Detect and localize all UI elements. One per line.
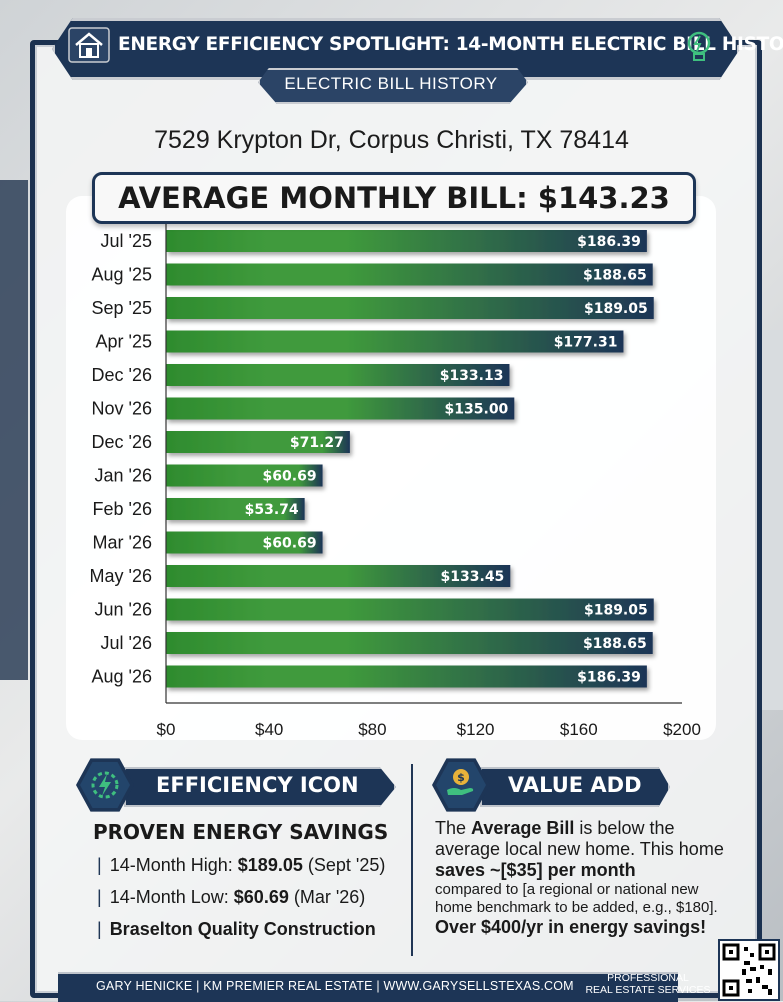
value-add-savings: Over $400/yr in energy savings! [435,917,707,937]
high-line: | 14-Month High: $189.05 (Sept '25) [97,855,386,875]
efficiency-badge-label: EFFICIENCY ICON [156,773,359,797]
value-label-8: $53.74 [245,502,299,518]
money-hand-icon: $ [447,769,474,795]
footer-contact: GARY HENICKE | KM PREMIER REAL ESTATE | … [96,979,574,993]
category-label-10: May '26 [90,566,152,586]
footer-tagline: PROFESSIONAL REAL ESTATE SERVICES [582,972,714,996]
bar-7 [166,464,323,487]
value-label-11: $189.05 [584,603,648,619]
bar-3 [166,330,624,353]
construction-text: Braselton Quality Construction [109,919,376,939]
value-label-10: $133.45 [441,569,505,585]
high-label: 14-Month High: [109,855,233,875]
footer-tagline-1: PROFESSIONAL [607,972,689,984]
category-label-13: Aug '26 [92,667,153,687]
bar-9 [166,531,323,554]
category-label-12: Jul '26 [101,633,152,653]
category-label-0: Jul '25 [101,231,152,251]
value-text-2: is below the average local new home. Thi… [435,818,724,859]
subtitle-ribbon [258,68,528,104]
bar-13 [166,665,647,688]
efficiency-badge [124,767,396,807]
x-tick-label-1: $40 [255,720,283,739]
category-label-8: Feb '26 [93,499,152,519]
bar-1 [166,263,653,286]
category-label-2: Sep '25 [92,298,153,318]
footer-bar [58,972,678,1002]
category-label-5: Nov '26 [92,399,152,419]
value-text-1: The [435,818,472,838]
value-label-6: $71.27 [290,435,344,451]
category-label-1: Aug '25 [92,265,153,285]
value-text-bold-1: Average Bill [471,818,575,838]
value-text-bold-3: per month [542,860,636,880]
background-cabinet [0,180,28,680]
value-label-3: $177.31 [554,335,618,351]
value-add-body: The Average Bill is below the average lo… [435,818,735,938]
bar-6 [166,431,350,453]
lightning-gear-icon [91,771,119,799]
category-label-7: Jan '26 [95,466,152,486]
category-label-9: Mar '26 [93,533,152,553]
bar-0 [166,230,647,252]
high-note: (Sept '25) [307,855,386,875]
value-label-1: $188.65 [583,268,647,284]
category-label-4: Dec '26 [92,365,152,385]
bar-10 [166,565,511,587]
low-line: | 14-Month Low: $60.69 (Mar '26) [97,887,366,907]
category-label-3: Apr '25 [96,332,152,352]
value-add-badge [480,767,670,807]
x-tick-label-4: $160 [560,720,598,739]
chart-panel: Jul '25 $186.39 Aug '25 $188.65 Sep '25 $189.… [66,196,716,740]
value-add-note: compared to [a regional or national new … [435,881,718,916]
value-label-12: $188.65 [583,636,647,652]
house-icon [68,27,110,63]
x-tick-label-3: $120 [457,720,495,739]
lightbulb-icon [687,31,711,61]
low-note: (Mar '26) [293,887,366,907]
footer-tagline-2: REAL ESTATE SERVICES [585,984,711,996]
category-label-11: Jun '26 [95,600,152,620]
category-label-6: Dec '26 [92,432,152,452]
low-label: 14-Month Low: [109,887,229,907]
value-label-7: $60.69 [263,469,317,485]
value-label-4: $133.13 [440,368,504,384]
low-value: $60.69 [233,887,289,907]
x-tick-label-5: $200 [663,720,701,739]
bar-8 [166,498,305,520]
value-text-bold-2: saves ~[$35] [435,860,543,880]
bar-5 [166,397,515,420]
bar-12 [166,632,653,654]
bar-4 [166,364,510,386]
value-label-0: $186.39 [577,234,641,250]
qr-code-icon[interactable] [718,939,780,1001]
page-subtitle: ELECTRIC BILL HISTORY [284,74,498,93]
value-label-13: $186.39 [577,670,641,686]
property-address: 7529 Krypton Dr, Corpus Christi, TX 7841… [154,126,629,154]
efficiency-heading: PROVEN ENERGY SAVINGS [93,820,389,844]
value-label-2: $189.05 [584,301,648,317]
value-label-5: $135.00 [445,402,509,418]
page-title: ENERGY EFFICIENCY SPOTLIGHT: 14-MONTH EL… [118,34,783,55]
value-add-badge-label: VALUE ADD [508,773,642,797]
svg-text:$: $ [457,771,465,784]
average-bill-box: AVERAGE MONTHLY BILL: $143.23 [92,172,696,224]
x-tick-label-2: $80 [358,720,386,739]
high-value: $189.05 [237,855,303,875]
construction-line: | Braselton Quality Construction [97,919,376,939]
bar-11 [166,598,654,621]
value-label-9: $60.69 [263,536,317,552]
bar-2 [166,297,654,319]
x-tick-label-0: $0 [157,720,176,739]
bar-chart: Jul '25 $186.39 Aug '25 $188.65 Sep '25 $189.… [90,224,701,739]
section-divider [411,764,413,956]
